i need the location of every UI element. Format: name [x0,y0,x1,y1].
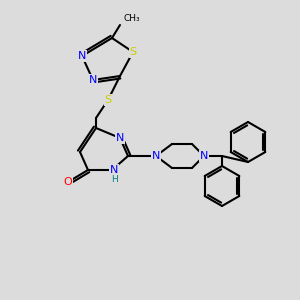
Text: S: S [129,47,137,57]
Text: N: N [78,51,86,61]
Text: CH₃: CH₃ [123,14,140,23]
Text: N: N [116,133,124,143]
Text: N: N [110,165,118,175]
Text: O: O [64,177,72,187]
Text: S: S [104,95,112,105]
Text: N: N [89,75,97,85]
Text: N: N [200,151,208,161]
Text: H: H [111,175,117,184]
Text: N: N [152,151,160,161]
